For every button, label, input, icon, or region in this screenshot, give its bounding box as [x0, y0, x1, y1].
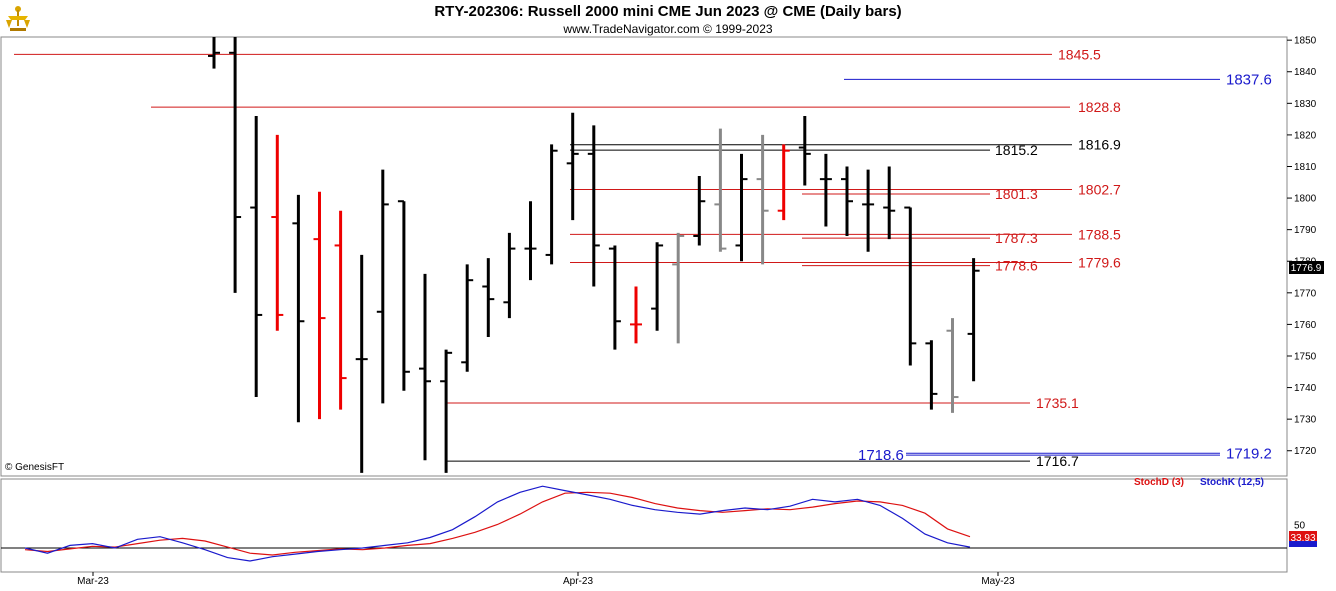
level-label: 1779.6 — [1078, 255, 1121, 271]
stoch-k-line — [24, 485, 971, 562]
level-label: 1845.5 — [1058, 46, 1101, 62]
last-price-label: 1776.9 — [1291, 263, 1322, 274]
price-tick-label: 1740 — [1294, 383, 1317, 394]
price-axis: 1720173017401750176017701780179018001810… — [1287, 36, 1317, 457]
price-tick-label: 1850 — [1294, 36, 1317, 47]
price-tick-label: 1770 — [1294, 288, 1317, 299]
level-label: 1788.5 — [1078, 226, 1121, 242]
price-tick-label: 1760 — [1294, 320, 1317, 331]
level-label: 1837.6 — [1226, 71, 1272, 88]
legend-stoch-d: StochD (3) — [1134, 477, 1184, 488]
level-label: 1716.7 — [1036, 453, 1079, 469]
trade-navigator-logo-icon — [6, 6, 30, 31]
price-tick-label: 1840 — [1294, 67, 1317, 78]
last-stoch-label: 33.93 — [1290, 533, 1315, 544]
price-tick-label: 1720 — [1294, 446, 1317, 457]
date-tick-label: Mar-23 — [77, 576, 109, 587]
last-stoch-badge: 33.93 — [1289, 531, 1317, 547]
price-levels: 1845.5 1837.6 1828.8 1816.9 1815.2 1802.7 1801… — [14, 46, 1272, 469]
level-label: 1719.2 — [1226, 445, 1272, 462]
level-label: 1815.2 — [995, 142, 1038, 158]
price-tick-label: 1750 — [1294, 351, 1317, 362]
stoch-d-line — [24, 491, 971, 556]
level-label: 1802.7 — [1078, 182, 1121, 198]
price-tick-label: 1810 — [1294, 162, 1317, 173]
legend-stoch-k: StochK (12,5) — [1200, 477, 1264, 488]
stoch-panel — [0, 478, 1288, 573]
copyright-label: © GenesisFT — [5, 462, 65, 473]
date-tick-label: May-23 — [981, 576, 1015, 587]
level-label: 1801.3 — [995, 186, 1038, 202]
date-axis: Mar-23 Apr-23 May-23 — [77, 572, 1015, 587]
price-tick-label: 1800 — [1294, 194, 1317, 205]
last-price-badge: 1776.9 — [1289, 261, 1324, 274]
level-label: 1778.6 — [995, 258, 1038, 274]
level-label: 1828.8 — [1078, 99, 1121, 115]
ohlc-bars — [208, 37, 980, 473]
level-label: 1718.6 — [858, 447, 904, 464]
stoch-tick-label: 50 — [1294, 521, 1306, 532]
date-tick-label: Apr-23 — [563, 576, 593, 587]
level-label: 1816.9 — [1078, 137, 1121, 153]
price-tick-label: 1830 — [1294, 99, 1317, 110]
price-tick-label: 1790 — [1294, 225, 1317, 236]
chart-subtitle: www.TradeNavigator.com © 1999-2023 — [563, 22, 773, 36]
chart-header: RTY-202306: Russell 2000 mini CME Jun 20… — [0, 0, 1336, 37]
stochastic-lines: 50 — [24, 485, 1306, 562]
chart-title: RTY-202306: Russell 2000 mini CME Jun 20… — [434, 3, 902, 20]
level-label: 1735.1 — [1036, 395, 1079, 411]
price-tick-label: 1820 — [1294, 130, 1317, 141]
level-label: 1787.3 — [995, 230, 1038, 246]
price-tick-label: 1730 — [1294, 415, 1317, 426]
